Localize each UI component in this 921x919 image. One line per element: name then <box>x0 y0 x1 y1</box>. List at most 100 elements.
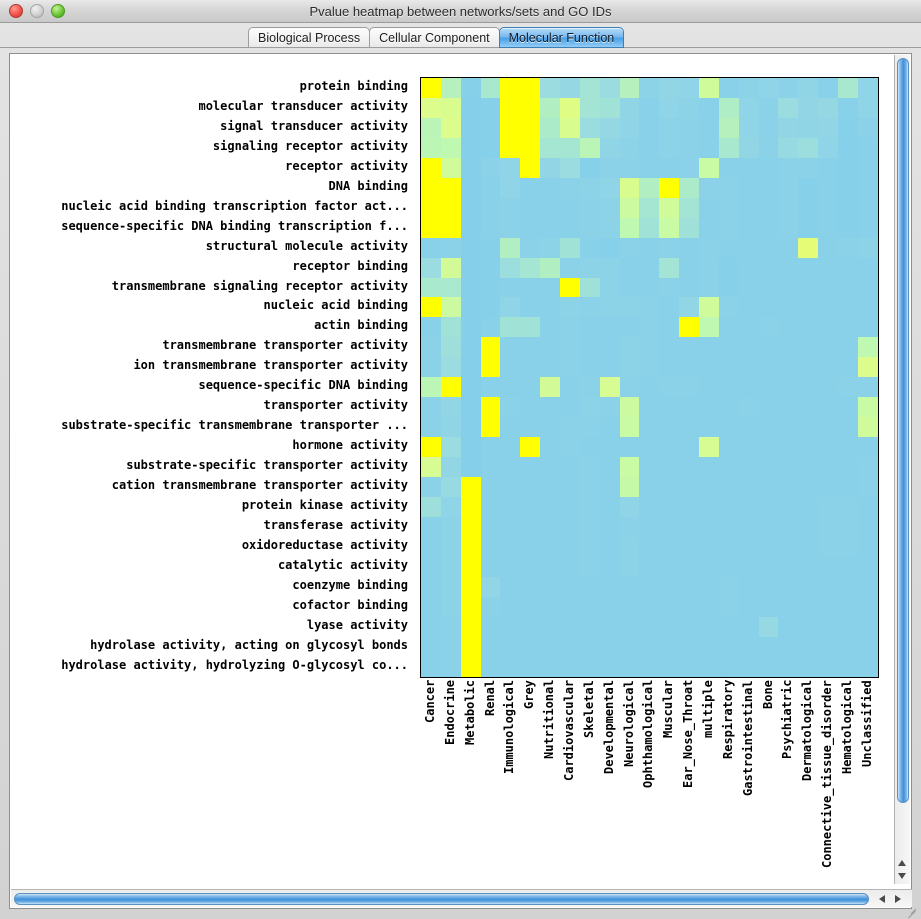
heatmap-cell[interactable] <box>857 556 878 577</box>
heatmap-cell[interactable] <box>460 457 481 478</box>
heatmap-cell[interactable] <box>798 536 819 557</box>
heatmap-cell[interactable] <box>440 137 461 158</box>
heatmap-cell[interactable] <box>599 377 620 398</box>
heatmap-cell[interactable] <box>857 217 878 238</box>
heatmap-cell[interactable] <box>758 137 779 158</box>
heatmap-cell[interactable] <box>738 97 759 118</box>
heatmap-cell[interactable] <box>560 97 580 118</box>
heatmap-cell[interactable] <box>659 257 680 278</box>
heatmap-cell[interactable] <box>500 117 521 138</box>
heatmap-cell[interactable] <box>778 536 799 557</box>
heatmap-cell[interactable] <box>520 656 541 677</box>
heatmap-cell[interactable] <box>579 536 600 557</box>
heatmap-cell[interactable] <box>738 317 759 338</box>
heatmap-cell[interactable] <box>738 616 759 637</box>
heatmap-cell[interactable] <box>440 516 461 537</box>
heatmap-cell[interactable] <box>639 237 660 258</box>
heatmap-cell[interactable] <box>758 576 779 597</box>
heatmap-cell[interactable] <box>679 197 700 218</box>
heatmap-cell[interactable] <box>560 516 580 537</box>
heatmap-cell[interactable] <box>540 397 561 418</box>
heatmap-cell[interactable] <box>838 636 858 657</box>
heatmap-cell[interactable] <box>778 377 799 398</box>
heatmap-cell[interactable] <box>857 437 878 458</box>
heatmap-cell[interactable] <box>699 656 719 677</box>
heatmap-cell[interactable] <box>838 197 858 218</box>
heatmap-cell[interactable] <box>818 417 839 438</box>
heatmap-cell[interactable] <box>579 556 600 577</box>
heatmap-cell[interactable] <box>579 616 600 637</box>
heatmap-cell[interactable] <box>520 556 541 577</box>
heatmap-cell[interactable] <box>659 417 680 438</box>
heatmap-cell[interactable] <box>619 636 640 657</box>
heatmap-cell[interactable] <box>659 516 680 537</box>
heatmap-cell[interactable] <box>778 616 799 637</box>
heatmap-cell[interactable] <box>857 457 878 478</box>
heatmap-cell[interactable] <box>421 97 441 118</box>
heatmap-cell[interactable] <box>460 497 481 517</box>
heatmap-cell[interactable] <box>639 457 660 478</box>
heatmap-cell[interactable] <box>679 397 700 418</box>
heatmap-cell[interactable] <box>440 357 461 378</box>
heatmap-cell[interactable] <box>480 78 501 98</box>
minimize-button[interactable] <box>30 4 44 18</box>
heatmap-cell[interactable] <box>440 217 461 238</box>
heatmap-cell[interactable] <box>718 656 739 677</box>
heatmap-cell[interactable] <box>679 217 700 238</box>
heatmap-cell[interactable] <box>540 78 561 98</box>
heatmap-cell[interactable] <box>738 417 759 438</box>
heatmap-cell[interactable] <box>460 177 481 198</box>
heatmap-cell[interactable] <box>798 317 819 338</box>
heatmap-cell[interactable] <box>540 297 561 318</box>
heatmap-cell[interactable] <box>659 157 680 178</box>
heatmap-cell[interactable] <box>818 556 839 577</box>
heatmap-cell[interactable] <box>738 477 759 498</box>
heatmap-cell[interactable] <box>500 596 521 617</box>
heatmap-cell[interactable] <box>738 357 759 378</box>
heatmap-cell[interactable] <box>440 277 461 298</box>
heatmap-cell[interactable] <box>718 576 739 597</box>
heatmap-cell[interactable] <box>818 177 839 198</box>
vertical-scrollbar[interactable] <box>894 55 910 884</box>
heatmap-cell[interactable] <box>579 97 600 118</box>
heatmap-cell[interactable] <box>838 437 858 458</box>
heatmap-cell[interactable] <box>480 257 501 278</box>
heatmap-cell[interactable] <box>440 297 461 318</box>
heatmap-cell[interactable] <box>500 477 521 498</box>
heatmap-cell[interactable] <box>838 157 858 178</box>
heatmap-cell[interactable] <box>619 576 640 597</box>
heatmap-cell[interactable] <box>619 257 640 278</box>
heatmap-cell[interactable] <box>619 337 640 358</box>
heatmap-cell[interactable] <box>520 497 541 517</box>
heatmap-cell[interactable] <box>699 397 719 418</box>
heatmap-cell[interactable] <box>679 477 700 498</box>
heatmap-cell[interactable] <box>778 337 799 358</box>
heatmap-cell[interactable] <box>560 177 580 198</box>
heatmap-cell[interactable] <box>818 397 839 418</box>
heatmap-cell[interactable] <box>758 337 779 358</box>
heatmap-cell[interactable] <box>540 497 561 517</box>
heatmap-cell[interactable] <box>798 437 819 458</box>
heatmap-cell[interactable] <box>500 78 521 98</box>
heatmap-cell[interactable] <box>599 157 620 178</box>
heatmap-cell[interactable] <box>500 157 521 178</box>
heatmap-cell[interactable] <box>619 616 640 637</box>
heatmap-cell[interactable] <box>599 97 620 118</box>
heatmap-cell[interactable] <box>778 217 799 238</box>
heatmap-cell[interactable] <box>500 457 521 478</box>
heatmap-cell[interactable] <box>798 277 819 298</box>
heatmap-cell[interactable] <box>579 237 600 258</box>
heatmap-cell[interactable] <box>659 477 680 498</box>
heatmap-cell[interactable] <box>480 317 501 338</box>
heatmap-cell[interactable] <box>679 297 700 318</box>
heatmap-cell[interactable] <box>857 477 878 498</box>
heatmap-cell[interactable] <box>778 117 799 138</box>
heatmap-cell[interactable] <box>659 97 680 118</box>
heatmap-cell[interactable] <box>619 536 640 557</box>
heatmap-cell[interactable] <box>857 357 878 378</box>
heatmap-cell[interactable] <box>798 217 819 238</box>
heatmap-cell[interactable] <box>738 576 759 597</box>
heatmap-cell[interactable] <box>758 297 779 318</box>
heatmap-cell[interactable] <box>560 337 580 358</box>
heatmap-cell[interactable] <box>460 576 481 597</box>
